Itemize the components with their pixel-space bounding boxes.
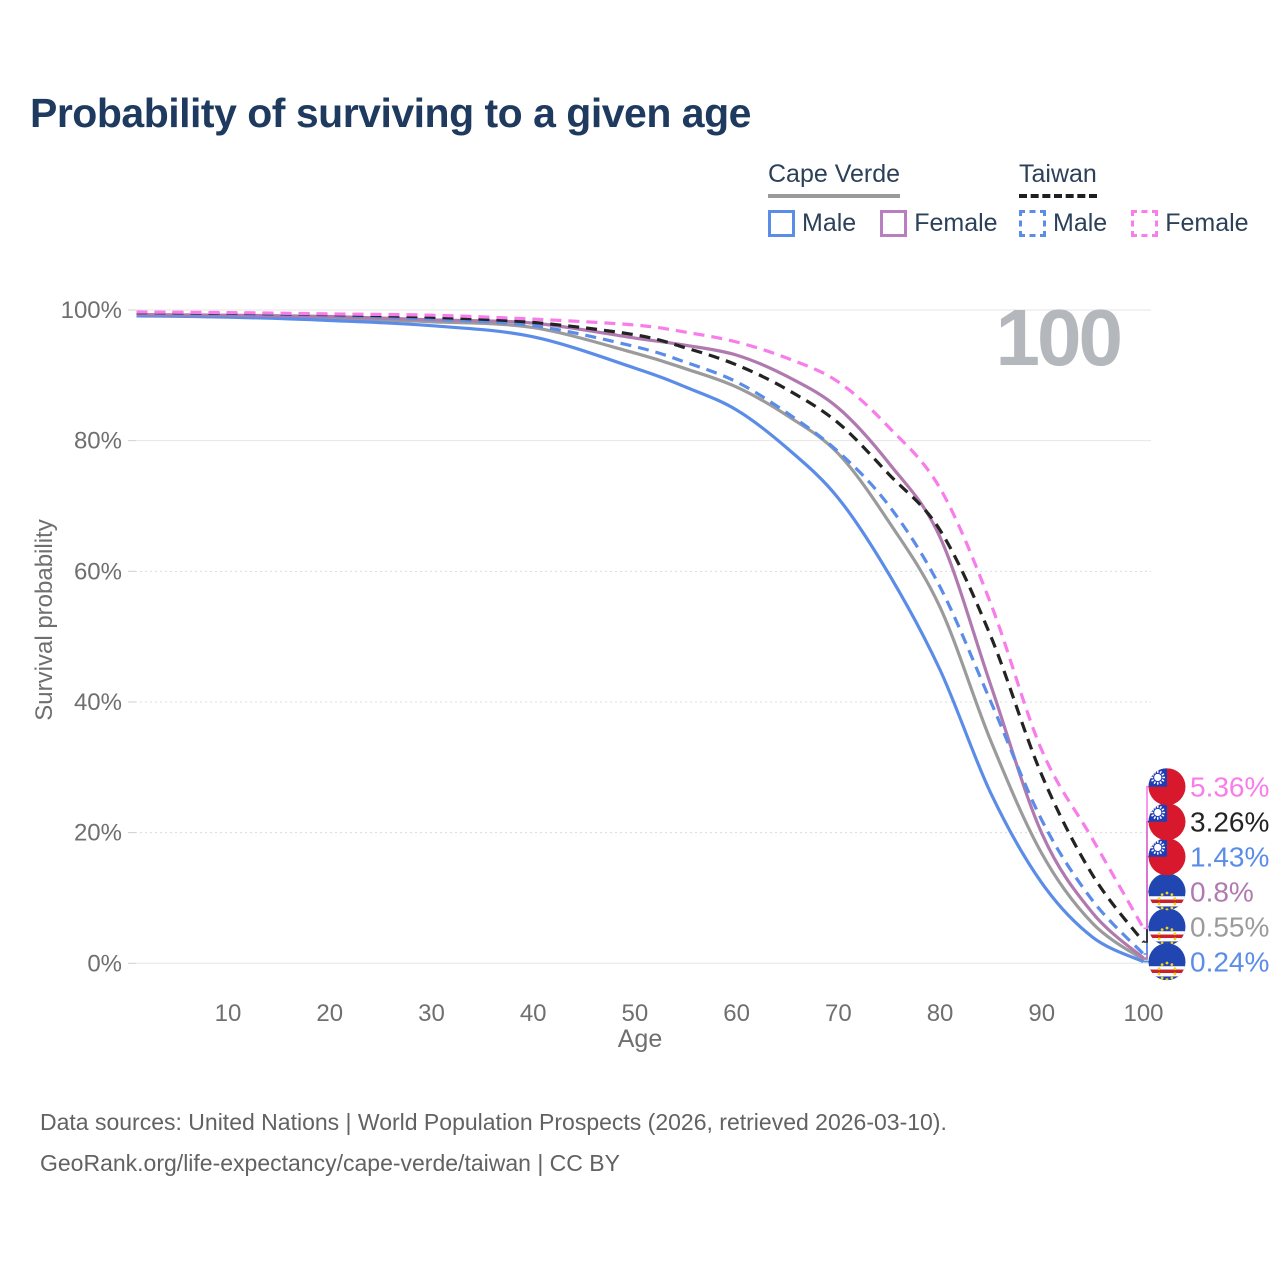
legend-item-label: Male xyxy=(1053,209,1108,237)
y-tick-label: 0% xyxy=(87,950,122,977)
legend-item-taiwan-female: Female xyxy=(1131,209,1249,238)
y-tick-label: 100% xyxy=(61,297,122,324)
cape-verde-female-swatch-icon xyxy=(880,210,908,237)
taiwan-male-swatch-icon xyxy=(1019,210,1046,237)
y-axis-title: Survival probability xyxy=(31,519,58,721)
x-axis-title: Age xyxy=(617,1025,663,1053)
taiwan-flag-icon xyxy=(1148,803,1186,841)
end-value-label-taiwan: 3.26% xyxy=(1190,807,1269,838)
x-tick-label: 80 xyxy=(927,1000,954,1027)
cape-verde-male-swatch-icon xyxy=(768,210,795,237)
x-tick-label: 60 xyxy=(723,1000,750,1027)
cape-verde-flag-icon xyxy=(1148,943,1186,981)
legend-item-label: Female xyxy=(1165,209,1249,237)
taiwan-female-swatch-icon xyxy=(1131,210,1159,237)
legend-group-title: Taiwan xyxy=(1019,160,1097,188)
x-tick-label: 50 xyxy=(622,1000,649,1027)
series-line-cape-verde-female xyxy=(136,313,1145,960)
y-tick-label: 40% xyxy=(74,689,122,716)
x-tick-label: 90 xyxy=(1028,1000,1055,1027)
legend-group-title: Cape Verde xyxy=(768,160,901,188)
legend-group-taiwan: Taiwan Male Female xyxy=(1019,160,1249,238)
taiwan-flag-icon xyxy=(1148,768,1186,806)
legend-item-label: Female xyxy=(914,209,998,237)
series-line-cape-verde xyxy=(136,313,1145,962)
x-tick-label: 30 xyxy=(418,1000,445,1027)
y-tick-label: 20% xyxy=(74,820,122,847)
taiwan-line-style-icon xyxy=(1019,194,1097,198)
x-tick-label: 70 xyxy=(825,1000,852,1027)
x-tick-label: 20 xyxy=(316,1000,343,1027)
age-counter: 100 xyxy=(995,293,1123,382)
end-value-label-taiwan-male: 1.43% xyxy=(1190,842,1269,873)
legend-item-label: Male xyxy=(802,209,857,237)
page-title: Probability of surviving to a given age xyxy=(30,90,751,136)
legend-item-cape-verde-female: Female xyxy=(880,209,998,238)
x-tick-label: 100 xyxy=(1123,1000,1163,1027)
legend-group-cape-verde: Cape Verde Male Female xyxy=(768,160,998,238)
data-sources-line2: GeoRank.org/life-expectancy/cape-verde/t… xyxy=(40,1150,620,1176)
cape-verde-flag-icon xyxy=(1148,873,1186,911)
data-sources: Data sources: United Nations | World Pop… xyxy=(40,1102,947,1184)
y-tick-label: 80% xyxy=(74,428,122,455)
data-sources-line1: Data sources: United Nations | World Pop… xyxy=(40,1109,947,1135)
legend-header-taiwan: Taiwan xyxy=(1019,160,1097,198)
series-line-cape-verde-male xyxy=(136,314,1145,964)
series-line-taiwan-male xyxy=(136,311,1145,956)
legend-item-cape-verde-male: Male xyxy=(768,209,856,238)
legend-header-cape-verde: Cape Verde xyxy=(768,160,901,198)
series-line-taiwan-female xyxy=(136,310,1145,930)
end-value-label-cape-verde-female: 0.8% xyxy=(1190,877,1254,908)
x-tick-label: 40 xyxy=(520,1000,547,1027)
y-tick-label: 60% xyxy=(74,558,122,585)
end-value-label-cape-verde: 0.55% xyxy=(1190,912,1269,943)
series-line-taiwan xyxy=(136,311,1145,943)
end-value-label-cape-verde-male: 0.24% xyxy=(1190,947,1269,978)
x-tick-label: 10 xyxy=(215,1000,242,1027)
cape-verde-flag-icon xyxy=(1148,908,1186,946)
end-value-label-taiwan-female: 5.36% xyxy=(1190,772,1269,803)
taiwan-flag-icon xyxy=(1148,838,1186,876)
cape-verde-line-style-icon xyxy=(768,194,901,198)
legend-item-taiwan-male: Male xyxy=(1019,209,1107,238)
